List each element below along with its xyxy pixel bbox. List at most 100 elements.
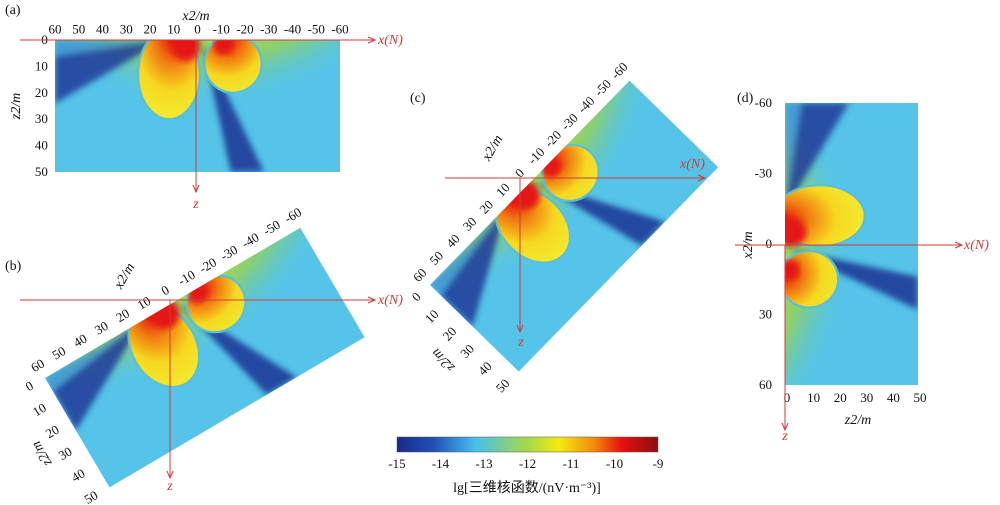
- z2-tick-label: 40: [475, 358, 495, 378]
- z2-tick-label: 20: [439, 324, 459, 344]
- x2-tick-label: -30: [218, 242, 241, 264]
- x2-tick-label: 60: [410, 265, 430, 285]
- x2-tick-label: 60: [759, 377, 772, 392]
- z2-tick-label: 50: [82, 487, 101, 505]
- x2-tick-label: 0: [766, 236, 773, 251]
- panel-label: (b): [5, 259, 22, 274]
- z2-tick-label: 0: [409, 289, 424, 304]
- x2-tick-label: -40: [575, 93, 598, 116]
- x2-tick-label: -10: [213, 21, 230, 36]
- x2-tick-label: -50: [260, 217, 283, 239]
- x2-tick-label: 0: [194, 21, 201, 36]
- x2-tick-label: -10: [525, 144, 548, 167]
- z-axis-label: z: [781, 429, 788, 444]
- x2-tick-label: -60: [755, 95, 772, 110]
- x2-tick-label: 50: [49, 343, 68, 363]
- z2-axis-title: z2/m: [844, 413, 871, 428]
- x-axis-arrow-icon: [697, 174, 707, 182]
- x2-tick-label: -10: [175, 267, 198, 289]
- x2-tick-label: 20: [113, 306, 132, 326]
- x-axis-arrow-icon: [367, 296, 377, 304]
- x-axis-label: x(N): [679, 157, 705, 172]
- z2-tick-label: 10: [30, 400, 49, 420]
- x2-tick-label: 30: [460, 214, 480, 234]
- colorbar-tick-label: -9: [653, 456, 664, 471]
- z2-tick-label: 50: [914, 390, 927, 405]
- x2-axis-title: x2/m: [181, 9, 209, 24]
- z2-tick-label: 20: [834, 390, 847, 405]
- x2-tick-label: 20: [476, 197, 496, 217]
- colorbar-tick-label: -13: [475, 456, 492, 471]
- colorbar: -15 -14 -13 -12 -11 -10 -9 lg[三维核函数/(nV·m⁻³)]: [388, 436, 664, 496]
- colorbar-tick-label: -11: [563, 456, 580, 471]
- z2-tick-label: 20: [35, 85, 48, 100]
- x2-tick-label: -60: [331, 21, 348, 36]
- x2-tick-label: -20: [196, 254, 219, 276]
- z2-tick-label: 30: [56, 444, 75, 464]
- x2-tick-label: 30: [92, 318, 111, 338]
- x2-tick-label: -40: [239, 229, 262, 251]
- panel-label: (a): [5, 3, 21, 18]
- x2-tick-label: -40: [284, 21, 301, 36]
- z2-tick-label: 0: [784, 390, 791, 405]
- colorbar-tick-label: -12: [519, 456, 536, 471]
- x2-tick-label: -20: [541, 127, 564, 150]
- x-axis-arrow-icon: [954, 241, 964, 249]
- x2-tick-label: -50: [591, 76, 614, 99]
- x2-tick-label: 30: [120, 21, 133, 36]
- z2-tick-label: 10: [807, 390, 820, 405]
- panel-c: (c)6050403020100-10-20-30-40-50-60010203…: [298, 0, 767, 415]
- x2-tick-label: 50: [72, 21, 85, 36]
- x2-tick-label: 40: [443, 231, 463, 251]
- x2-tick-label: -30: [558, 110, 581, 133]
- heatmap: [298, 0, 767, 415]
- z2-axis-title: z2/m: [429, 345, 459, 375]
- x2-tick-label: -50: [308, 21, 325, 36]
- x-axis-label: x(N): [377, 293, 403, 308]
- x2-tick-label: -60: [608, 59, 631, 82]
- panel-label: (d): [737, 91, 754, 106]
- z2-tick-label: 10: [35, 58, 48, 73]
- x2-tick-label: -30: [260, 21, 277, 36]
- z2-tick-label: 20: [43, 422, 62, 442]
- x2-tick-label: 30: [759, 307, 772, 322]
- x-axis-arrow-icon: [367, 36, 377, 44]
- z2-tick-label: 50: [35, 164, 48, 179]
- z2-tick-label: 40: [69, 465, 88, 485]
- x2-tick-label: 0: [159, 282, 172, 298]
- x2-tick-label: 60: [49, 21, 62, 36]
- x2-tick-label: 10: [493, 180, 513, 200]
- z2-tick-label: 30: [860, 390, 873, 405]
- x2-tick-label: 10: [135, 293, 154, 313]
- colorbar-label: lg[三维核函数/(nV·m⁻³)]: [453, 480, 601, 496]
- z2-tick-label: 30: [35, 111, 48, 126]
- z-axis-arrow-icon: [192, 184, 200, 194]
- z2-tick-label: 40: [887, 390, 900, 405]
- colorbar-tick-label: -14: [432, 456, 450, 471]
- x2-tick-label: 10: [167, 21, 180, 36]
- x-axis-label: x(N): [377, 33, 403, 48]
- z-axis-label: z: [166, 479, 173, 494]
- x2-tick-label: -60: [282, 204, 305, 226]
- z2-tick-label: 50: [493, 376, 513, 396]
- x2-axis-title: x2/m: [111, 261, 138, 293]
- x2-tick-label: 40: [96, 21, 109, 36]
- x2-tick-label: 60: [28, 356, 47, 376]
- x2-axis-title: x2/m: [479, 133, 506, 165]
- colorbar-gradient: [396, 436, 659, 453]
- z2-axis-title: z2/m: [9, 93, 24, 120]
- x2-tick-label: 50: [426, 248, 446, 268]
- panel-label: (c): [410, 91, 426, 106]
- z-axis-arrow-icon: [166, 470, 174, 480]
- x2-tick-label: 20: [144, 21, 157, 36]
- panel-a: (a)60 50 40 30 20 10 0 -10 -20 -30 -40 -50 -60010203…: [5, 0, 403, 212]
- x2-tick-label: -30: [755, 166, 772, 181]
- colorbar-tick-label: -10: [606, 456, 623, 471]
- z2-axis-title: z2/m: [29, 438, 56, 469]
- x-axis-label: x(N): [963, 238, 989, 253]
- x2-tick-label: 40: [71, 331, 90, 351]
- z2-tick-label: 30: [457, 341, 477, 361]
- colorbar-tick-label: -15: [388, 456, 405, 471]
